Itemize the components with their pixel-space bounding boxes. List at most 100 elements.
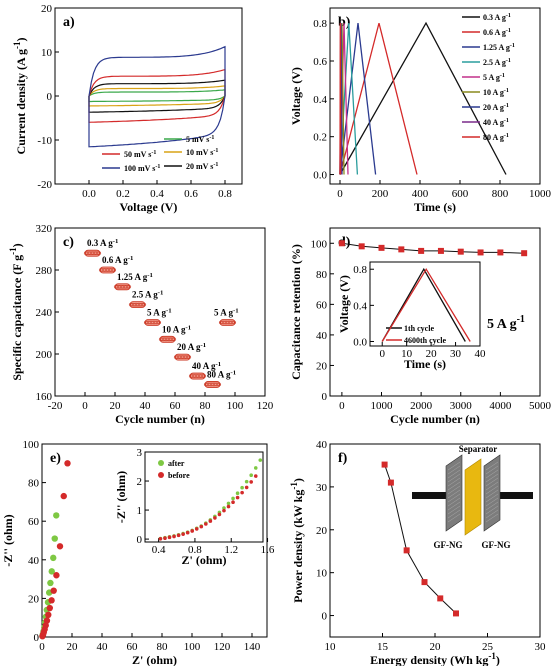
electrode-right xyxy=(483,454,501,532)
rate-label-sup: -1 xyxy=(147,272,153,279)
legend-entry-sup: -1 xyxy=(151,150,156,156)
retention-point xyxy=(497,249,504,256)
y-axis-label-main: Voltage (V) xyxy=(337,275,351,333)
impedance-point xyxy=(56,543,64,550)
current-collector-left xyxy=(412,492,446,499)
data-point xyxy=(157,320,162,325)
x-tick-label: -20 xyxy=(48,400,63,412)
ragone-point xyxy=(381,461,388,468)
current-density-label: 5 A g-1 xyxy=(487,314,525,332)
data-point xyxy=(140,302,145,307)
retention-point xyxy=(338,240,345,247)
x-tick-label: 0 xyxy=(379,348,385,360)
x-axis-label-main: Energy density (Wh kg xyxy=(370,653,488,666)
y-axis-label-tail: ) xyxy=(14,38,28,42)
y-tick-label: 30 xyxy=(316,482,328,494)
y-tick-label: 0 xyxy=(322,391,328,403)
inset-e: 0.4 0.8 1.2 1.6 0 1 2 3 Z' (ohm) -Z'' (ohm) after b… xyxy=(114,447,275,567)
x-tick-label: 200 xyxy=(372,188,389,200)
y-tick-label: 0 xyxy=(34,632,40,644)
texture xyxy=(485,497,499,507)
data-point xyxy=(155,320,160,325)
texture xyxy=(485,477,499,487)
inset-impedance-point xyxy=(222,506,226,510)
texture xyxy=(485,501,499,511)
electrode-left-label: GF-NG xyxy=(434,540,463,550)
x-tick-label: 4000 xyxy=(489,400,512,412)
legend-entry-sup: -1 xyxy=(504,88,509,94)
legend-entry-text: 0.6 A g xyxy=(483,28,506,37)
x-axis-label-main: Cycle number (n) xyxy=(390,412,480,426)
separator-label: Separator xyxy=(459,444,498,454)
rate-label: 10 A g-1 xyxy=(162,324,192,334)
electrode-right-label: GF-NG xyxy=(482,540,511,550)
current-collector-right xyxy=(497,492,533,499)
rate-label: 5 A g-1 xyxy=(214,308,239,318)
x-tick-label: 0 xyxy=(82,400,88,412)
texture xyxy=(447,465,461,475)
x-tick-label: 0.8 xyxy=(188,544,202,556)
x-tick-label: 25 xyxy=(482,641,494,653)
y-axis-label-tail: ) xyxy=(291,478,305,482)
plot-frame xyxy=(369,261,481,347)
panel-a: 0.0 0.2 0.4 0.6 0.8 -20 -10 0 10 20 Voltage (V) Cur… xyxy=(12,3,243,214)
data-point xyxy=(142,302,147,307)
texture xyxy=(485,473,499,483)
y-tick-label: 1 xyxy=(137,505,143,517)
texture xyxy=(447,461,461,471)
retention-line xyxy=(341,242,525,254)
gcd-curve xyxy=(339,22,418,175)
data-point xyxy=(187,355,192,359)
inset-impedance-point xyxy=(163,536,167,541)
y-tick-label: 200 xyxy=(36,349,53,361)
current-density-text: 5 A g xyxy=(487,317,517,332)
texture xyxy=(447,501,461,511)
x-tick-label: 60 xyxy=(170,400,182,412)
y-tick-label: 0.6 xyxy=(313,56,327,68)
legend-entry-text: 10 A g xyxy=(483,88,504,97)
rate-label-text: 40 A g xyxy=(192,361,216,371)
retention-point xyxy=(437,247,444,254)
legend-entry: 0.6 A g-1 xyxy=(483,28,511,37)
rate-label-text: 2.5 A g xyxy=(132,290,158,300)
legend-entry-text: 20 mV s xyxy=(186,162,213,171)
y-tick-label: 100 xyxy=(311,238,328,250)
panel-c: -20 0 20 40 60 80 100 120 160 200 240 280 320 Cycle n… xyxy=(8,223,274,426)
inset-impedance-point xyxy=(240,490,244,495)
impedance-point xyxy=(45,611,52,619)
legend-entry-sup: -1 xyxy=(504,133,509,139)
legend-entry-text: 100 mV s xyxy=(124,164,155,173)
legend-entry: 2.5 A g-1 xyxy=(483,58,511,67)
retention-point xyxy=(398,246,405,253)
y-tick-label: 280 xyxy=(36,265,53,277)
rate-label-sup: -1 xyxy=(128,255,134,262)
impedance-point xyxy=(48,568,55,575)
y-tick-label: 40 xyxy=(28,555,40,567)
inset-impedance-point xyxy=(226,504,231,509)
y-tick-label: 20 xyxy=(316,360,328,372)
inset-impedance-point xyxy=(190,529,194,533)
y-axis-label-main: Power density (kW kg xyxy=(291,490,305,603)
impedance-point xyxy=(60,492,67,500)
cv-curve xyxy=(88,45,226,148)
impedance-point xyxy=(42,622,49,629)
electrode-left xyxy=(445,454,463,532)
panel-b: 0 200 400 600 800 1000 0.0 0.2 0.4 0.6 0.8 Time (s)… xyxy=(289,7,552,214)
x-axis-label-main: Cycle number (n) xyxy=(115,412,205,426)
retention-point xyxy=(358,243,365,250)
x-tick-label: 0.8 xyxy=(218,188,232,200)
texture xyxy=(485,493,499,503)
y-axis-label-main: Capacitance retention (%) xyxy=(289,244,303,380)
x-axis-label: Z' (ohm) xyxy=(182,553,227,567)
y-tick-label: 60 xyxy=(28,516,40,528)
current-density-sup: -1 xyxy=(517,314,525,325)
legend-entry-sup: -1 xyxy=(510,43,515,49)
retention-point xyxy=(477,249,484,256)
y-tick-label: 240 xyxy=(36,307,53,319)
ragone-point xyxy=(421,579,428,586)
cv-curve xyxy=(88,79,226,113)
x-tick-label: 20 xyxy=(110,400,122,412)
x-tick-label: 15 xyxy=(377,641,389,653)
legend-entry-text: 5 mV s xyxy=(186,135,209,144)
